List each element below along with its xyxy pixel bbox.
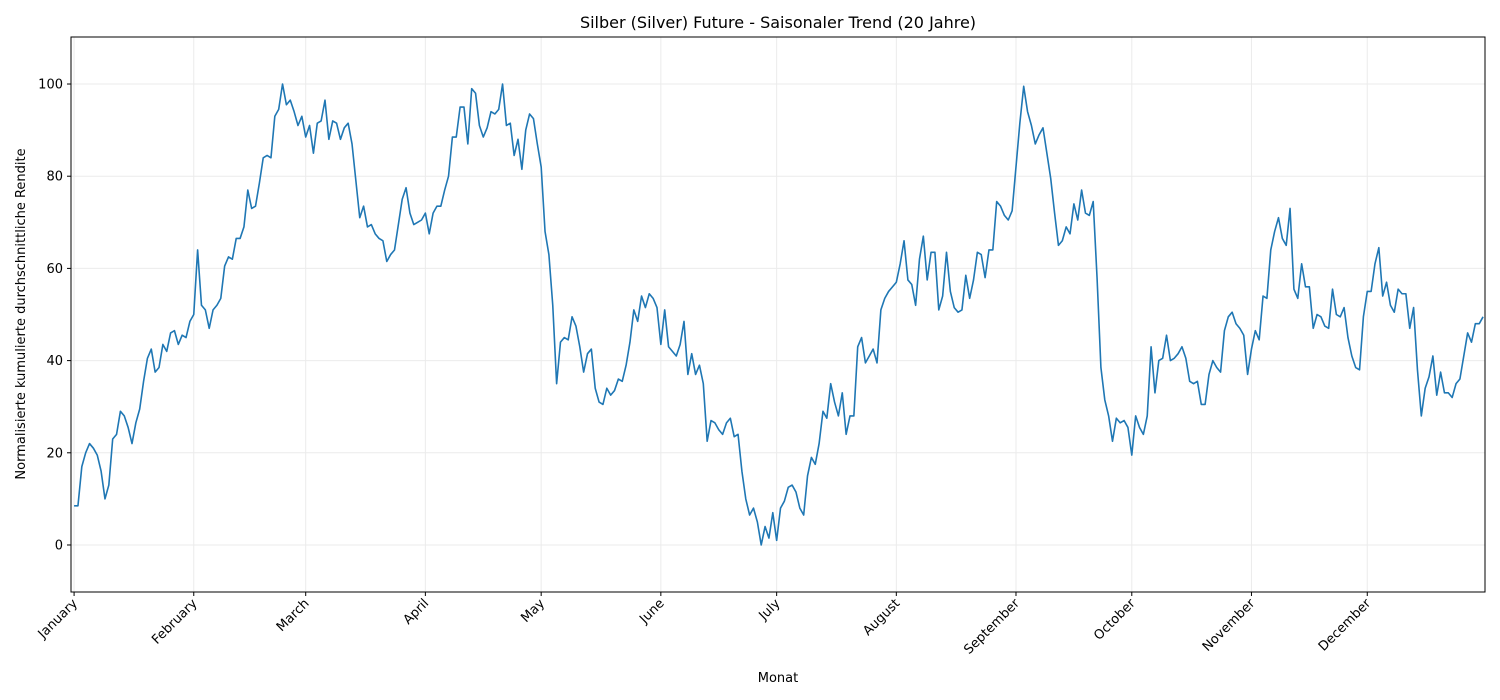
y-axis-label: Normalisierte kumulierte durchschnittlic… <box>14 148 29 479</box>
line-series <box>74 83 1484 546</box>
x-tick-label: April <box>401 596 433 628</box>
y-tick-label: 20 <box>46 446 63 461</box>
y-tick-label: 80 <box>46 170 63 185</box>
y-tick-label: 0 <box>55 538 63 553</box>
x-tick-label: November <box>1200 596 1259 655</box>
x-tick-label: March <box>274 596 313 635</box>
y-tick-label: 40 <box>46 354 63 369</box>
x-tick-label: June <box>636 596 667 627</box>
plot-frame <box>70 36 1486 593</box>
x-tick-label: September <box>961 596 1023 658</box>
x-tick-label: August <box>860 596 903 639</box>
y-tick-label: 100 <box>38 78 63 93</box>
x-tick-label: January <box>35 596 81 642</box>
x-tick-label: July <box>756 596 784 624</box>
y-tick-label: 60 <box>46 262 63 277</box>
x-tick-label: February <box>149 596 201 648</box>
chart-title: Silber (Silver) Future - Saisonaler Tren… <box>580 13 976 32</box>
x-tick-label: December <box>1316 596 1375 655</box>
x-axis-label: Monat <box>758 671 798 686</box>
x-tick-label: October <box>1091 596 1139 644</box>
x-tick-label: May <box>518 596 548 626</box>
